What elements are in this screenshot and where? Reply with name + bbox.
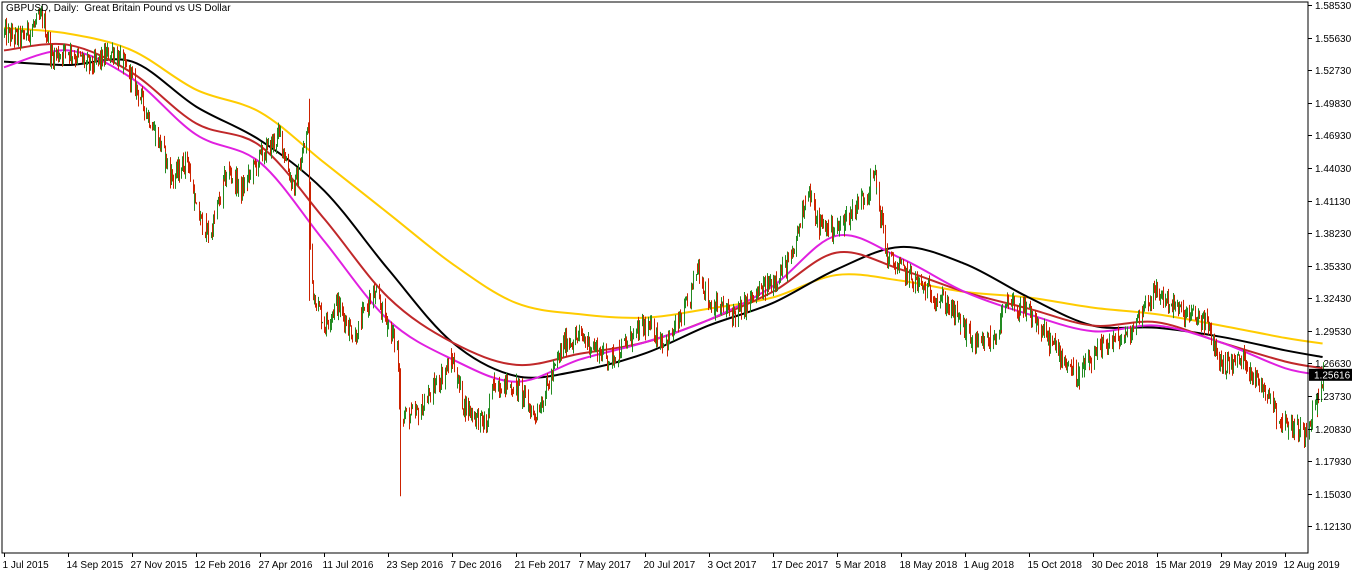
y-tick-label: 1.26630 (1315, 359, 1352, 370)
x-tick-label: 1 Aug 2018 (964, 560, 1015, 571)
x-tick-label: 15 Oct 2018 (1028, 560, 1083, 571)
plot-frame (1, 1, 1309, 554)
y-tick-label: 1.20830 (1315, 425, 1352, 436)
y-tick-label: 1.49830 (1315, 99, 1352, 110)
moving-average-line-2 (3, 58, 1323, 379)
x-tick-label: 23 Sep 2016 (387, 560, 444, 571)
x-tick-label: 21 Feb 2017 (515, 560, 572, 571)
y-tick-label: 1.38230 (1315, 229, 1352, 240)
current-price-label: 1.25616 (1314, 370, 1351, 381)
candles (4, 5, 1324, 497)
x-tick-label: 18 May 2018 (900, 560, 958, 571)
x-tick-label: 27 Apr 2016 (259, 560, 313, 571)
x-tick-label: 3 Oct 2017 (708, 560, 757, 571)
y-tick-label: 1.35330 (1315, 262, 1352, 273)
x-tick-label: 29 May 2019 (1220, 560, 1278, 571)
x-tick-label: 1 Jul 2015 (3, 560, 50, 571)
x-tick-label: 12 Feb 2016 (195, 560, 252, 571)
y-tick-label: 1.23730 (1315, 392, 1352, 403)
x-tick-label: 5 Mar 2018 (836, 560, 887, 571)
x-tick-label: 11 Jul 2016 (323, 560, 374, 571)
x-tick-label: 30 Dec 2018 (1092, 560, 1149, 571)
x-tick-label: 20 Jul 2017 (644, 560, 696, 571)
y-tick-label: 1.41130 (1315, 197, 1351, 208)
y-tick-label: 1.46930 (1315, 131, 1352, 142)
y-tick-label: 1.44030 (1315, 164, 1352, 175)
y-tick-label: 1.32430 (1315, 294, 1352, 305)
y-tick-label: 1.52730 (1315, 66, 1352, 77)
x-tick-label: 7 May 2017 (579, 560, 632, 571)
moving-average-line-4 (3, 49, 1323, 383)
x-tick-label: 17 Dec 2017 (772, 560, 829, 571)
moving-averages (3, 26, 1323, 383)
x-tick-label: 12 Aug 2019 (1284, 560, 1341, 571)
chart-title: GBPUSD, Daily: Great Britain Pound vs US… (6, 3, 231, 14)
axes: 1.58530 1.55630 1.52730 1.49830 1.46930 1.440… (1, 1, 1352, 571)
y-tick-label: 1.12130 (1315, 522, 1352, 533)
y-tick-label: 1.55630 (1315, 34, 1352, 45)
moving-average-line-1 (3, 26, 1323, 345)
x-tick-label: 27 Nov 2015 (131, 560, 188, 571)
y-tick-label: 1.15030 (1315, 490, 1352, 501)
x-tick-label: 7 Dec 2016 (451, 560, 503, 571)
y-tick-label: 1.58530 (1315, 1, 1352, 12)
x-tick-label: 14 Sep 2015 (67, 560, 124, 571)
current-price-marker (1309, 368, 1352, 381)
y-tick-label: 1.17930 (1315, 457, 1352, 468)
y-tick-label: 1.29530 (1315, 327, 1352, 338)
x-tick-label: 15 Mar 2019 (1156, 560, 1213, 571)
